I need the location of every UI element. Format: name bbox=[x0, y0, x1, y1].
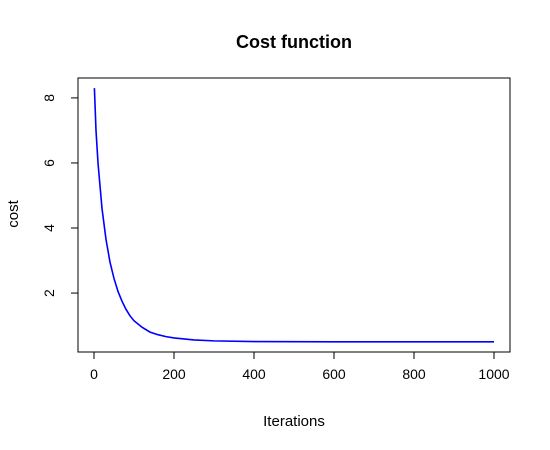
x-tick-label: 1000 bbox=[478, 366, 509, 382]
cost-series-line bbox=[93, 88, 494, 343]
x-axis: 0 200 400 600 800 1000 bbox=[90, 351, 510, 382]
x-tick-label: 0 bbox=[90, 366, 98, 382]
plot-frame bbox=[77, 77, 511, 353]
y-tick-label: 6 bbox=[41, 159, 57, 167]
x-tick-label: 800 bbox=[402, 366, 426, 382]
x-tick-label: 400 bbox=[242, 366, 266, 382]
x-axis-label: Iterations bbox=[263, 413, 325, 430]
x-tick-label: 200 bbox=[162, 366, 186, 382]
y-axis: 2 4 6 8 bbox=[41, 94, 79, 297]
chart-title: Cost function bbox=[236, 32, 352, 52]
y-tick-label: 2 bbox=[41, 289, 57, 297]
x-tick-label: 600 bbox=[322, 366, 346, 382]
y-tick-label: 8 bbox=[41, 94, 57, 102]
y-axis-label: cost bbox=[5, 199, 22, 227]
y-tick-label: 4 bbox=[41, 224, 57, 232]
